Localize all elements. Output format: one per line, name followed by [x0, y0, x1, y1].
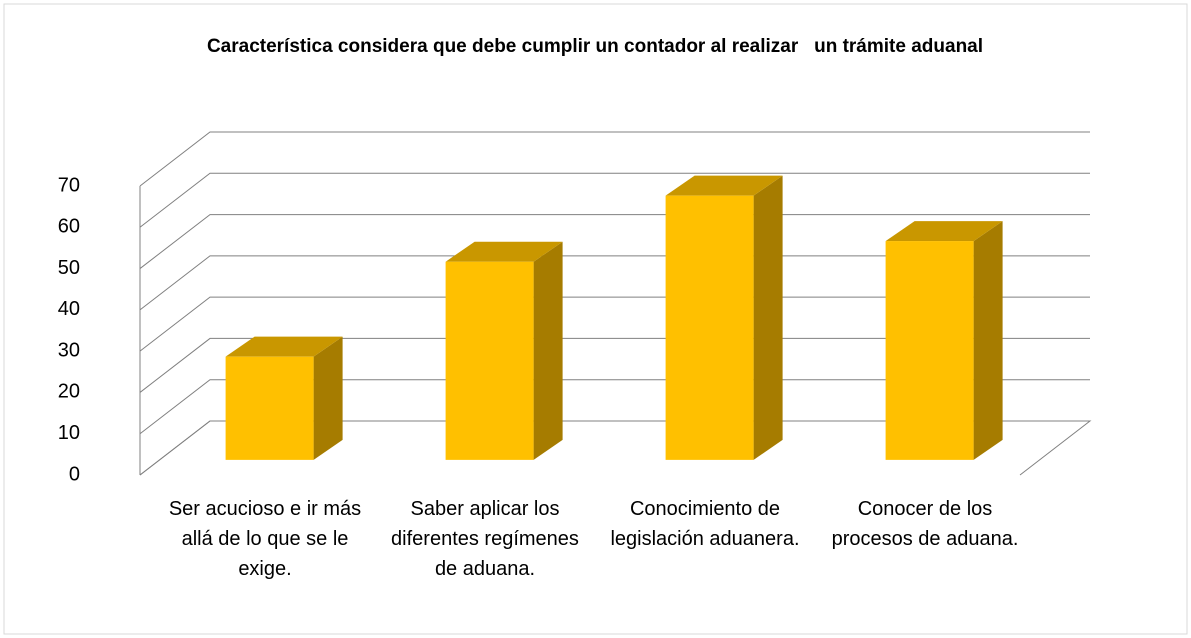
- bar-top: [665, 175, 783, 196]
- grid-line: [139, 255, 1090, 311]
- y-tick-label: 50: [58, 257, 80, 279]
- x-tick-label: Ser acucioso e ir más allá de lo que se …: [168, 498, 362, 580]
- x-tick-label: Saber aplicar los diferentes regímenes d…: [391, 498, 579, 580]
- bar-top: [885, 221, 1003, 242]
- y-tick-label: 0: [69, 463, 80, 485]
- y-tick-label: 30: [58, 339, 80, 361]
- grid-line: [139, 131, 1090, 187]
- bar: [665, 195, 754, 460]
- bar-side: [973, 221, 1003, 460]
- y-tick-label: 60: [58, 216, 80, 238]
- bar-side: [753, 175, 783, 460]
- y-tick-label: 70: [58, 174, 80, 196]
- grid-line: [139, 420, 1090, 476]
- grid-line: [139, 296, 1090, 352]
- x-tick-label: Conocer de los procesos de aduana.: [831, 498, 1019, 550]
- y-tick-label: 10: [58, 422, 80, 444]
- bar: [225, 356, 314, 460]
- bar-top: [445, 241, 563, 262]
- bar: [885, 241, 974, 460]
- bar: [445, 261, 534, 460]
- grid-line: [139, 379, 1090, 435]
- bar-side: [533, 241, 563, 460]
- grid-line: [139, 337, 1090, 393]
- y-tick-label: 20: [58, 381, 80, 403]
- grid-line: [139, 214, 1090, 269]
- x-tick-label: Conocimiento de legislación aduanera.: [610, 498, 800, 550]
- frame: [3, 3, 1188, 635]
- grid-line: [139, 172, 1090, 228]
- bar-side: [313, 336, 343, 460]
- bar-top: [225, 336, 343, 357]
- y-tick-label: 40: [58, 298, 80, 320]
- chart-title: Característica considera que debe cumpli…: [206, 36, 984, 57]
